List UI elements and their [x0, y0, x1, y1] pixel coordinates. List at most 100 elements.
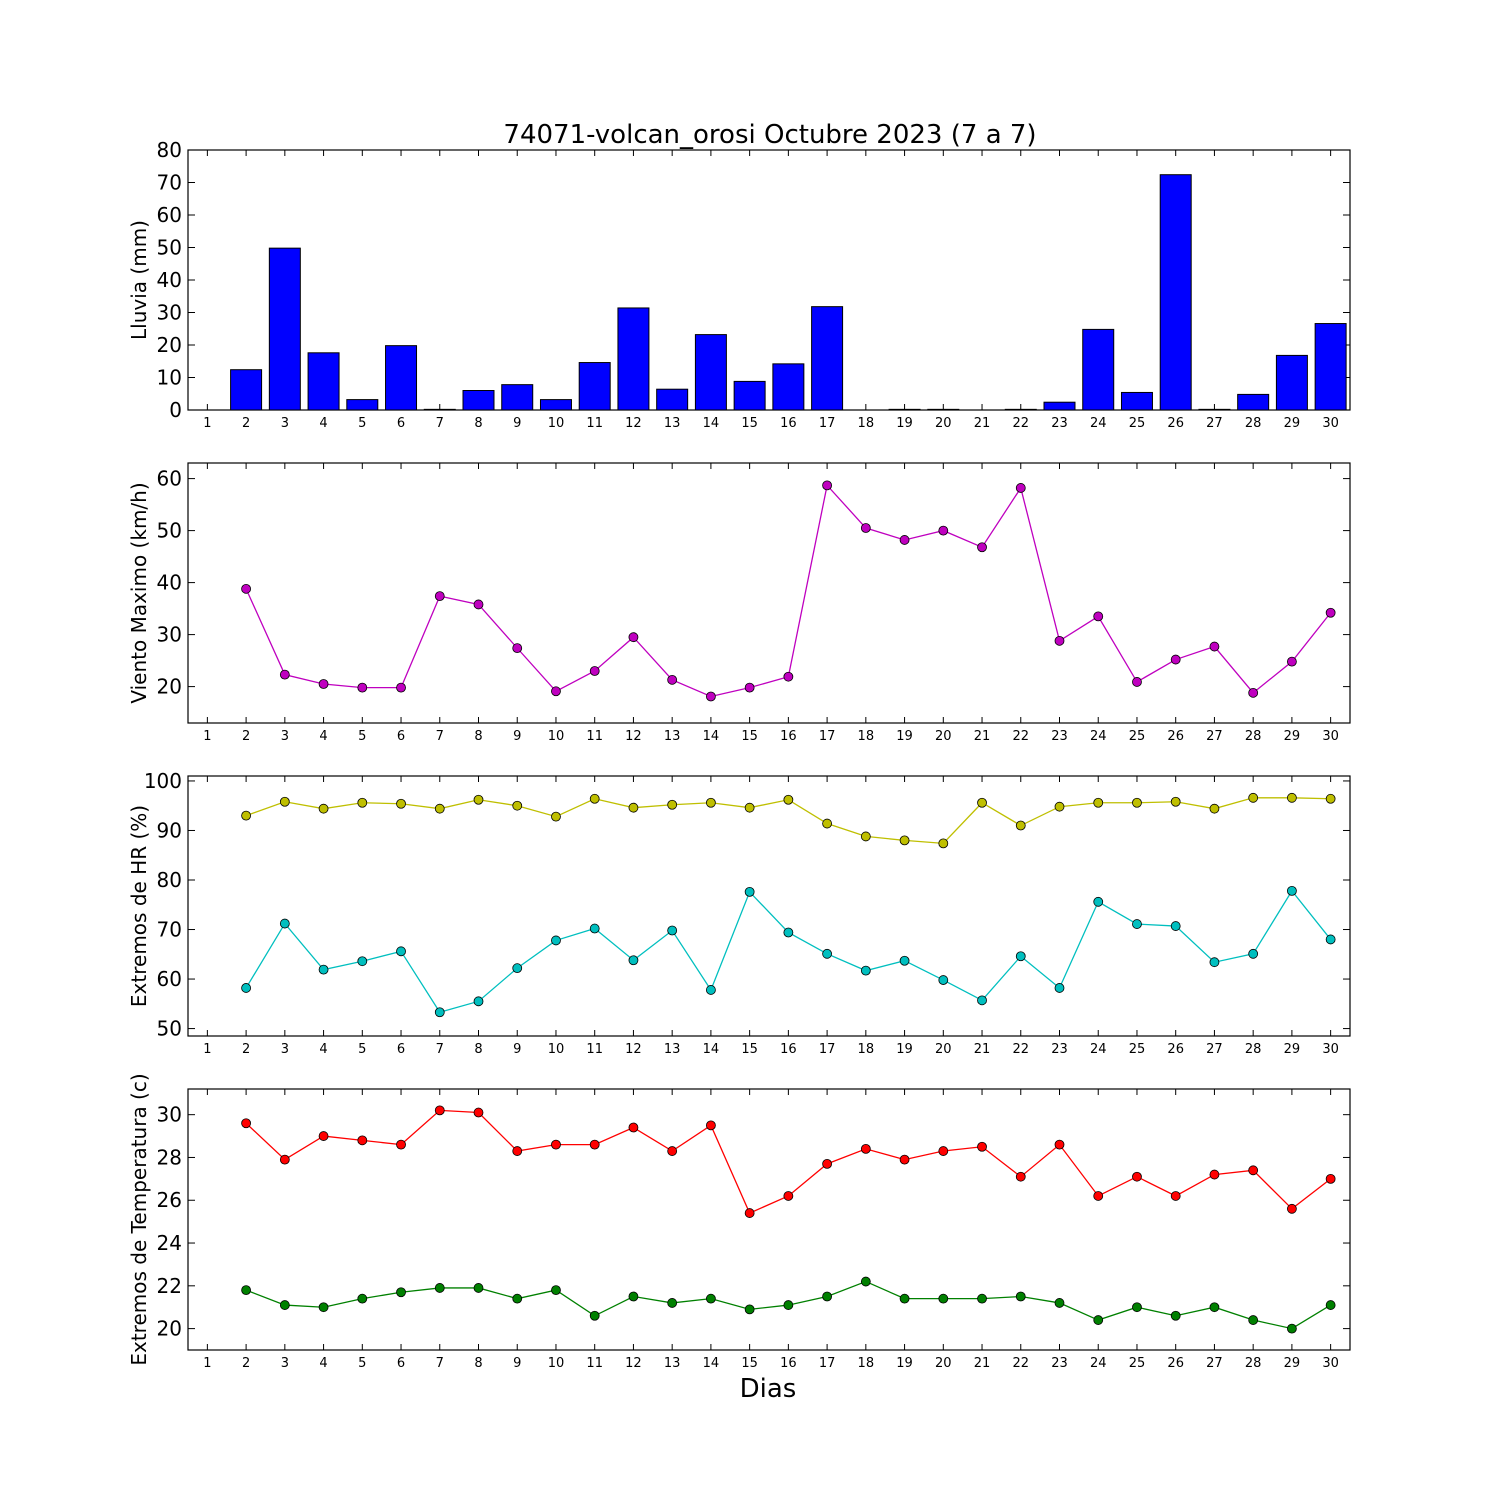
data-point: [1325, 1300, 1336, 1310]
bar: [1314, 323, 1347, 411]
y-tick-label: 90: [157, 818, 182, 842]
bar: [385, 345, 418, 411]
data-point: [1325, 607, 1336, 618]
data-point: [1093, 1315, 1104, 1325]
data-point: [977, 1293, 987, 1304]
x-tick-label: 23: [1051, 729, 1068, 744]
data-point: [860, 831, 871, 842]
data-point: [822, 1158, 832, 1169]
x-tick-label: 4: [319, 1042, 327, 1057]
x-tick-label: 14: [703, 1042, 720, 1057]
data-point: [1132, 919, 1142, 929]
x-tick-label: 29: [1284, 1042, 1301, 1057]
data-point: [589, 1310, 600, 1321]
data-point: [396, 1287, 406, 1298]
y-tick-label: 70: [157, 171, 182, 195]
data-point: [1248, 792, 1259, 803]
y-tick-label: 60: [157, 467, 182, 491]
x-tick-label: 10: [548, 1356, 565, 1371]
x-tick-label: 18: [858, 729, 875, 744]
y-axis-label: Lluvia (mm): [127, 220, 151, 340]
data-point: [938, 1146, 949, 1156]
data-point: [551, 811, 561, 822]
data-point: [473, 1283, 484, 1293]
x-tick-label: 28: [1245, 1042, 1262, 1057]
x-tick-label: 26: [1167, 416, 1184, 431]
data-point: [899, 535, 910, 545]
data-point: [357, 797, 368, 808]
bar: [578, 362, 611, 411]
bar: [1198, 408, 1231, 411]
data-point: [1170, 1310, 1181, 1321]
x-tick-label: 23: [1051, 416, 1068, 431]
data-point: [783, 1300, 794, 1310]
x-tick-label: 22: [1012, 1042, 1029, 1057]
data-point: [977, 1141, 987, 1152]
x-tick-label: 23: [1051, 1042, 1068, 1057]
y-tick-label: 28: [157, 1145, 182, 1169]
x-tick-label: 22: [1012, 416, 1029, 431]
data-point: [628, 632, 639, 643]
x-tick-label: 1: [203, 416, 211, 431]
bar: [1275, 354, 1308, 411]
data-point: [1170, 654, 1181, 665]
y-tick-label: 30: [157, 1103, 182, 1127]
data-point: [1015, 483, 1026, 493]
data-point: [783, 794, 794, 805]
bar: [772, 363, 805, 411]
data-point: [938, 1293, 949, 1304]
data-point: [279, 1300, 290, 1310]
x-tick-label: 3: [281, 416, 289, 431]
x-tick-label: 6: [397, 1042, 405, 1057]
data-point: [822, 818, 832, 829]
data-point: [512, 643, 523, 654]
x-tick-label: 25: [1129, 1356, 1146, 1371]
bar: [1120, 391, 1153, 411]
x-tick-label: 7: [436, 1042, 444, 1057]
x-tick-label: 28: [1245, 416, 1262, 431]
x-tick-label: 2: [242, 729, 250, 744]
x-tick-label: 15: [741, 1356, 758, 1371]
data-point: [1248, 1165, 1259, 1176]
data-point: [1054, 1298, 1065, 1308]
x-tick-label: 27: [1206, 1042, 1223, 1057]
x-tick-label: 26: [1167, 1356, 1184, 1371]
data-point: [512, 800, 523, 811]
x-tick-label: 15: [741, 729, 758, 744]
data-point: [1209, 957, 1220, 968]
y-tick-label: 100: [144, 769, 182, 793]
data-point: [1209, 1302, 1220, 1313]
data-point: [1248, 1315, 1259, 1325]
data-point: [318, 1302, 329, 1313]
data-point: [589, 1139, 600, 1150]
data-point: [318, 964, 329, 975]
x-tick-label: 24: [1090, 729, 1107, 744]
data-point: [434, 803, 445, 814]
data-point: [473, 996, 484, 1007]
bar: [1159, 174, 1192, 411]
bar: [888, 408, 921, 411]
x-tick-label: 9: [513, 729, 521, 744]
chart-title: 74071-volcan_orosi Octubre 2023 (7 a 7): [503, 120, 1036, 150]
bar: [1237, 393, 1270, 411]
data-point: [744, 682, 755, 693]
data-point: [860, 523, 871, 533]
x-tick-label: 29: [1284, 1356, 1301, 1371]
y-tick-label: 50: [157, 1017, 182, 1041]
x-tick-label: 26: [1167, 1042, 1184, 1057]
x-tick-label: 13: [664, 416, 681, 431]
data-point: [241, 810, 252, 821]
x-tick-label: 7: [436, 416, 444, 431]
x-tick-label: 28: [1245, 729, 1262, 744]
x-tick-label: 4: [319, 416, 327, 431]
x-tick-label: 18: [858, 1356, 875, 1371]
data-point: [357, 1293, 368, 1304]
data-point: [1325, 1173, 1336, 1184]
data-point: [512, 1146, 523, 1156]
data-point: [667, 925, 678, 936]
data-point: [1132, 1302, 1142, 1313]
data-point: [1287, 885, 1297, 896]
